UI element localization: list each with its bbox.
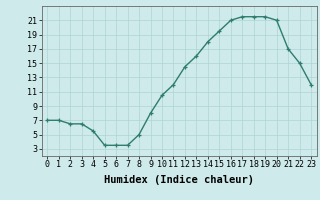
X-axis label: Humidex (Indice chaleur): Humidex (Indice chaleur) (104, 175, 254, 185)
